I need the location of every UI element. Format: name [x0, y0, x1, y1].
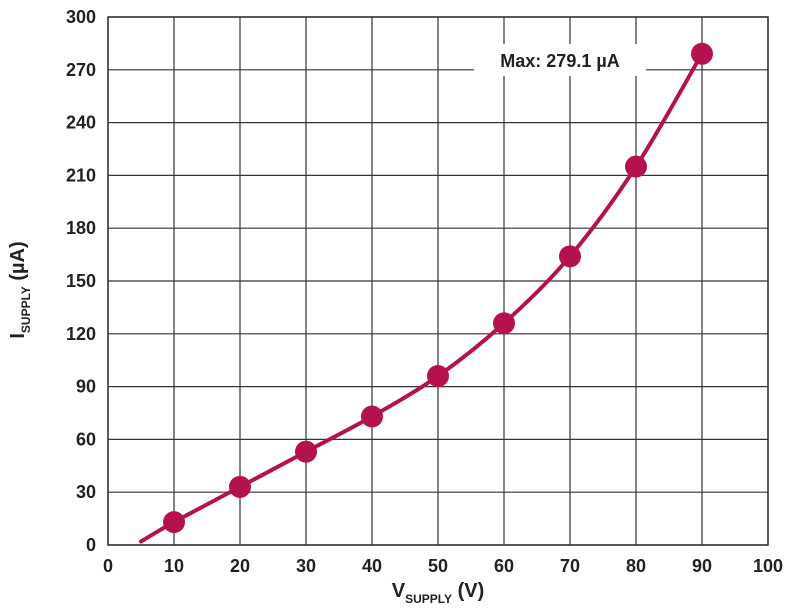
y-axis-title: ISUPPLY (µA): [7, 241, 33, 338]
series-line: [139, 51, 704, 544]
x-tick-label: 50: [428, 556, 448, 576]
x-tick-label: 30: [296, 556, 316, 576]
data-point: [229, 475, 251, 498]
tick-labels: 0 10 20 30 40 50 60 70 80 90 100 0 30 60 90 120 150 180 21…: [66, 7, 783, 576]
y-tick-label: 0: [86, 535, 96, 555]
data-point: [361, 405, 383, 428]
x-axis-title: VSUPPLY (V): [392, 580, 484, 606]
x-tick-label: 70: [560, 556, 580, 576]
grid: [107, 16, 769, 546]
annotation-text: Max: 279.1 µA: [500, 51, 619, 71]
max-annotation: Max: 279.1 µA: [474, 44, 646, 76]
data-point: [493, 312, 515, 335]
series-group: [139, 42, 713, 544]
x-tick-label: 60: [494, 556, 514, 576]
y-tick-label: 240: [66, 113, 96, 133]
y-tick-label: 120: [66, 324, 96, 344]
data-point: [295, 440, 317, 463]
y-tick-label: 30: [76, 482, 96, 502]
y-tick-label: 150: [66, 271, 96, 291]
data-point: [163, 511, 185, 534]
x-tick-label: 90: [692, 556, 712, 576]
data-point: [691, 42, 713, 65]
x-tick-label: 10: [164, 556, 184, 576]
y-tick-label: 300: [66, 7, 96, 27]
x-tick-label: 20: [230, 556, 250, 576]
x-tick-label: 100: [753, 556, 783, 576]
data-point: [559, 245, 581, 268]
y-tick-label: 60: [76, 429, 96, 449]
y-tick-label: 180: [66, 218, 96, 238]
x-tick-label: 80: [626, 556, 646, 576]
x-tick-label: 40: [362, 556, 382, 576]
data-point: [427, 365, 449, 388]
data-point: [625, 155, 647, 178]
y-tick-label: 90: [76, 377, 96, 397]
plot-frame: [107, 16, 769, 546]
y-tick-label: 270: [66, 60, 96, 80]
y-tick-label: 210: [66, 165, 96, 185]
annotation-background: [474, 44, 646, 76]
x-tick-label: 0: [103, 556, 113, 576]
